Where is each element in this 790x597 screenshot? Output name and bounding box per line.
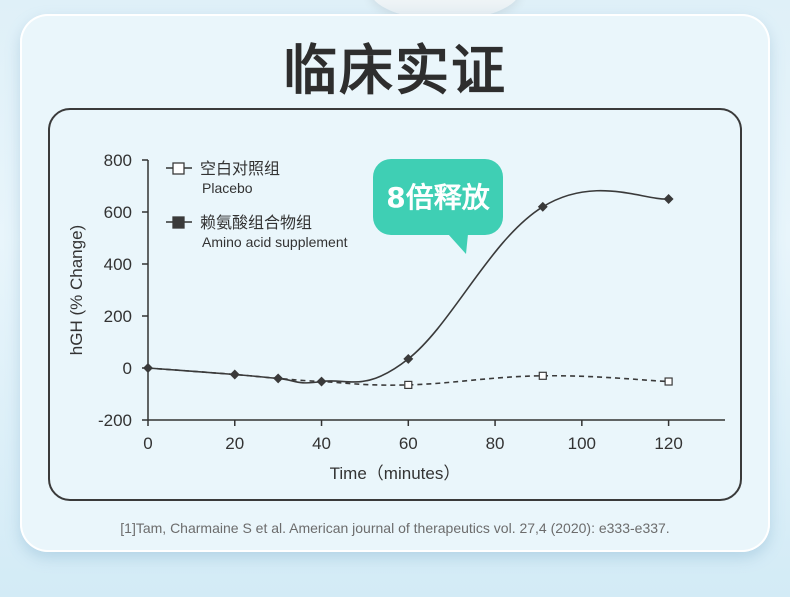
x-tick-label: 20 [225, 434, 244, 453]
callout-pointer [448, 234, 468, 254]
supplement-point [537, 201, 548, 212]
y-tick-label: 0 [123, 359, 132, 378]
chart-series [143, 189, 674, 389]
supplement-point [663, 194, 674, 204]
callout-bubble [373, 159, 503, 235]
y-tick-label: 600 [104, 203, 132, 222]
series-line-0 [147, 367, 669, 386]
y-tick-label: 200 [104, 307, 132, 326]
legend-marker-0 [172, 162, 185, 175]
legend-label-en-1: Amino acid supplement [202, 234, 348, 250]
x-tick-label: 40 [312, 434, 331, 453]
y-tick-label: 800 [104, 151, 132, 170]
y-axis-title: hGH (% Change) [67, 225, 86, 355]
chart-panel [48, 108, 742, 501]
x-tick-label: 60 [399, 434, 418, 453]
legend-label-en-0: Placebo [202, 180, 253, 196]
x-tick-label: 120 [654, 434, 682, 453]
page-title: 临床实证 [283, 39, 507, 102]
chart-legend: 空白对照组 Placebo 赖氨酸组合物组 Amino acid supplement [166, 159, 348, 250]
x-tick-label: 0 [143, 434, 152, 453]
chart-axes: -200 0 200 400 600 800 0 20 40 60 80 100 120 Time（min… [67, 151, 725, 483]
content-card [20, 14, 770, 552]
supplement-point [316, 376, 327, 387]
legend-marker-1 [172, 216, 185, 229]
supplement-point [273, 373, 284, 384]
placebo-point [538, 371, 547, 380]
legend-label-zh-0: 空白对照组 [200, 159, 280, 178]
supplement-point [143, 363, 153, 373]
x-axis-title: Time（minutes） [330, 464, 461, 483]
y-tick-label: -200 [98, 411, 132, 430]
callout-text: 8倍释放 [386, 181, 490, 214]
placebo-point [664, 377, 673, 386]
citation-text: [1]Tam, Charmaine S et al. American jour… [120, 520, 670, 536]
callout-badge: 8倍释放 [373, 159, 503, 254]
legend-label-zh-1: 赖氨酸组合物组 [200, 213, 312, 232]
y-tick-label: 400 [104, 255, 132, 274]
supplement-point [229, 369, 240, 380]
x-tick-label: 80 [486, 434, 505, 453]
supplement-point [403, 353, 414, 364]
placebo-point [404, 380, 413, 389]
x-tick-label: 100 [568, 434, 596, 453]
